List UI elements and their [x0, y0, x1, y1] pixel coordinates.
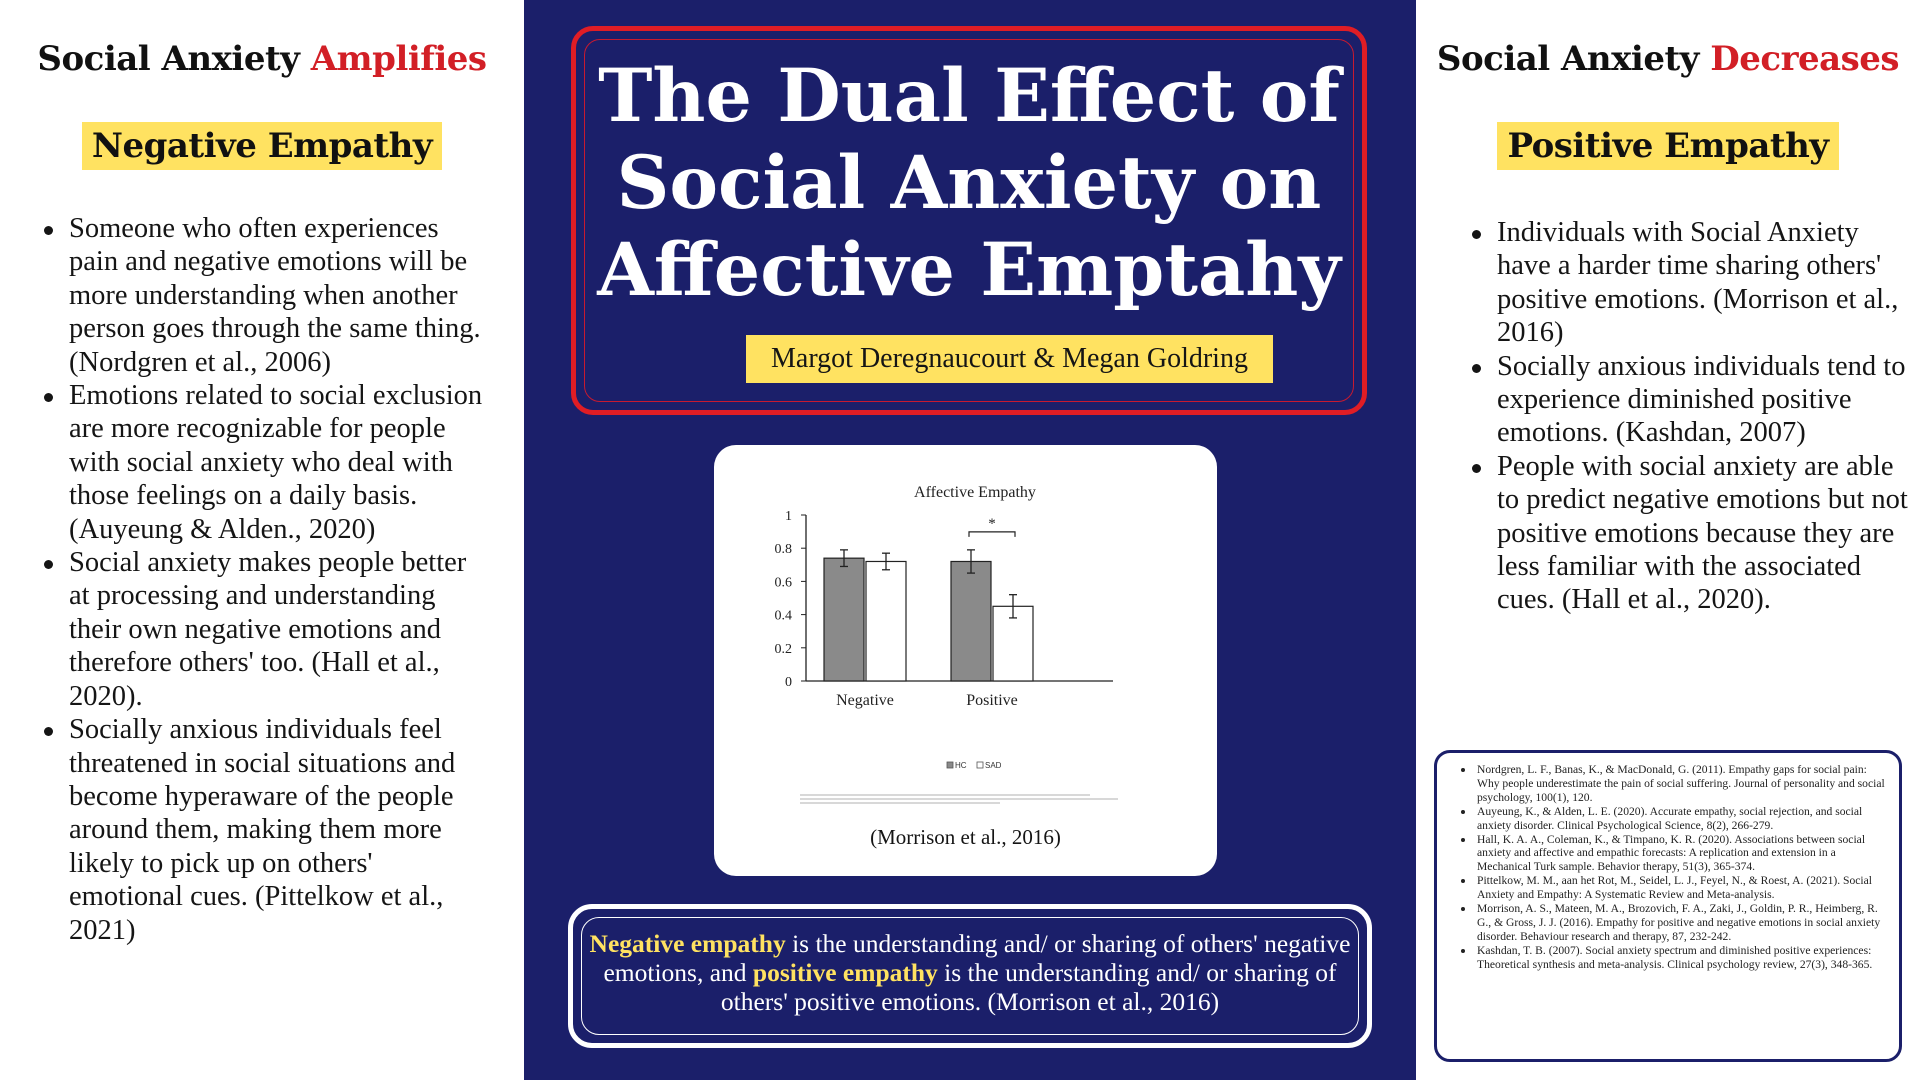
chart-y-tick-label: 0.4 — [775, 609, 793, 624]
poster-title-line-3: Affective Emptahy — [597, 227, 1341, 313]
right-bullet-3: People with social anxiety are able to p… — [1468, 450, 1918, 617]
chart-bar — [865, 560, 907, 682]
poster-title-line-1: The Dual Effect of — [598, 53, 1340, 139]
chart-y-tick-label: 0 — [785, 675, 792, 690]
left-bullet-1: Someone who often experiences pain and n… — [40, 212, 490, 379]
authors-label: Margot Deregnaucourt & Megan Goldring — [746, 335, 1273, 383]
chart-x-tick-label: Negative — [836, 692, 894, 709]
left-heading: Social Anxiety Amplifies — [0, 36, 524, 82]
right-column: Social Anxiety Decreases Positive Empath… — [1416, 0, 1920, 1080]
right-heading: Social Anxiety Decreases — [1416, 36, 1920, 82]
definition-part-1: is the understanding and/ or sharing of … — [603, 929, 1351, 987]
reference-item: Morrison, A. S., Mateen, M. A., Brozovic… — [1455, 902, 1887, 944]
reference-item: Pittelkow, M. M., aan het Rot, M., Seide… — [1455, 874, 1887, 902]
left-bullet-list: Someone who often experiences pain and n… — [40, 212, 490, 947]
chart-x-labels: Negative Positive — [836, 692, 1018, 709]
right-bullet-list: Individuals with Social Anxiety have a h… — [1468, 216, 1918, 617]
chart-legend-swatch — [976, 761, 984, 769]
left-column: Social Anxiety Amplifies Negative Empath… — [0, 0, 524, 1080]
chart-legend-label: SAD — [985, 761, 1002, 770]
chart-y-tick-label: 1 — [785, 509, 792, 524]
chart-legend-label: HC — [955, 761, 967, 770]
chart-significance-bracket — [968, 531, 1016, 537]
poster-title-line-2: Social Anxiety on — [616, 140, 1322, 226]
center-column: The Dual Effect of Social Anxiety on Aff… — [524, 0, 1416, 1080]
definition-frame: Negative empathy is the understanding an… — [568, 904, 1372, 1048]
definition-term-positive: positive empathy — [752, 958, 938, 987]
title-frame: The Dual Effect of Social Anxiety on Aff… — [571, 26, 1367, 415]
references-list: Nordgren, L. F., Banas, K., & MacDonald,… — [1455, 763, 1887, 972]
definition-text: Negative empathy is the understanding an… — [585, 929, 1355, 1016]
figure-caption-fineprint — [800, 794, 1118, 804]
chart-y-ticks: 0 0.2 0.4 0.6 0.8 1 — [775, 509, 806, 690]
figure-credit: (Morrison et al., 2016) — [870, 825, 1061, 849]
title-frame-inner — [584, 39, 1354, 402]
chart-legend: HC SAD — [946, 761, 1002, 770]
chart-legend-swatch — [946, 761, 954, 769]
right-heading-prefix: Social Anxiety — [1436, 39, 1711, 79]
chart-significance-label: * — [988, 516, 996, 532]
reference-item: Hall, K. A. A., Coleman, K., & Timpano, … — [1455, 833, 1887, 875]
right-subheading: Positive Empathy — [1497, 122, 1839, 170]
right-subheading-wrap: Positive Empathy — [1416, 118, 1920, 170]
poster-title: The Dual Effect of Social Anxiety on Aff… — [576, 53, 1362, 314]
left-bullet-2: Emotions related to social exclusion are… — [40, 379, 490, 546]
reference-item: Auyeung, K., & Alden, L. E. (2020). Accu… — [1455, 805, 1887, 833]
right-heading-accent: Decreases — [1710, 39, 1900, 79]
chart-bar — [950, 560, 992, 682]
left-bullet-4: Socially anxious individuals feel threat… — [40, 713, 490, 947]
reference-item: Kashdan, T. B. (2007). Social anxiety sp… — [1455, 944, 1887, 972]
left-heading-prefix: Social Anxiety — [37, 39, 311, 79]
definition-frame-inner — [581, 917, 1359, 1035]
chart-bars: * — [823, 516, 1034, 682]
figure-card: Affective Empathy 0 0.2 0.4 0.6 0.8 1 * Negat… — [714, 445, 1217, 876]
chart-y-tick-label: 0.8 — [775, 542, 793, 557]
definition-part-2: is the understanding and/ or sharing of … — [720, 958, 1337, 1016]
chart-title: Affective Empathy — [914, 484, 1036, 501]
definition-term-negative: Negative empathy — [589, 929, 786, 958]
chart-y-tick-label: 0.6 — [775, 575, 793, 590]
left-subheading-wrap: Negative Empathy — [0, 118, 524, 170]
chart-y-tick-label: 0.2 — [775, 642, 793, 657]
references-box: Nordgren, L. F., Banas, K., & MacDonald,… — [1434, 750, 1902, 1062]
left-subheading: Negative Empathy — [81, 122, 443, 170]
chart-x-tick-label: Positive — [966, 692, 1018, 709]
reference-item: Nordgren, L. F., Banas, K., & MacDonald,… — [1455, 763, 1887, 805]
chart-bar — [823, 557, 865, 682]
right-bullet-1: Individuals with Social Anxiety have a h… — [1468, 216, 1918, 350]
chart-bar — [992, 605, 1034, 682]
left-bullet-3: Social anxiety makes people better at pr… — [40, 546, 490, 713]
left-heading-accent: Amplifies — [310, 39, 487, 79]
right-bullet-2: Socially anxious individuals tend to exp… — [1468, 350, 1918, 450]
affective-empathy-chart: Affective Empathy 0 0.2 0.4 0.6 0.8 1 * Negat… — [775, 484, 1118, 804]
